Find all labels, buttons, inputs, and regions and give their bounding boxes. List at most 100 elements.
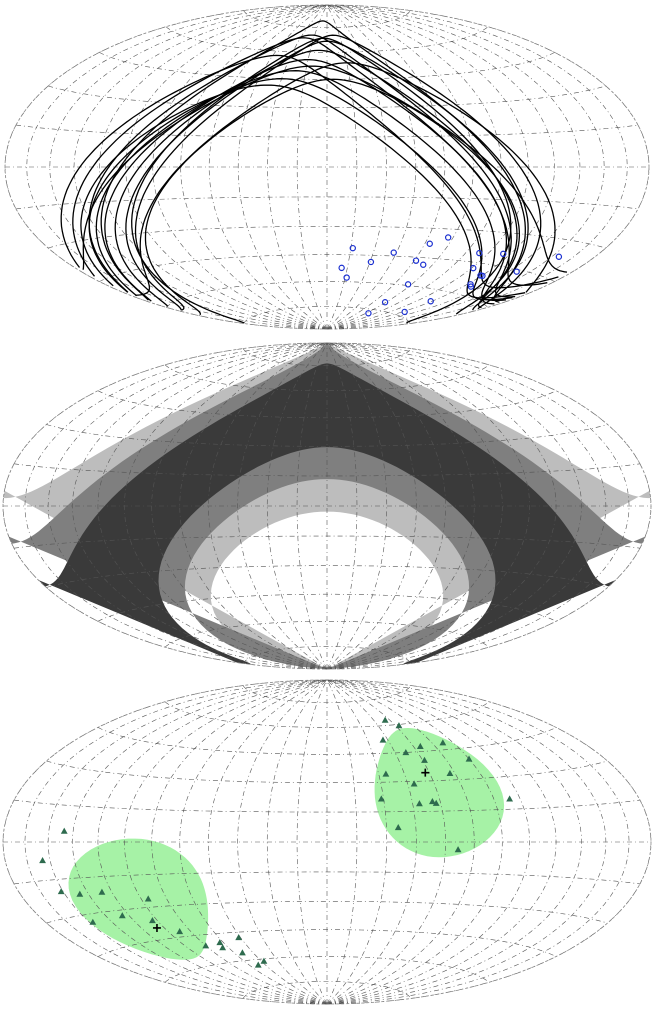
track-curve: [72, 37, 548, 286]
event-marker: [426, 240, 433, 247]
event-markers: [338, 234, 563, 317]
triangle-icon: [260, 957, 268, 964]
parallel-line: [165, 26, 489, 53]
event-marker: [365, 310, 372, 317]
cluster-regions: [68, 728, 505, 960]
event-marker: [343, 274, 350, 281]
map-boundary: [4, 4, 650, 330]
plus-icon: [152, 923, 161, 932]
triangle-icon: [254, 961, 262, 968]
meridian-line: [326, 342, 475, 670]
triangle-icon: [395, 722, 403, 729]
parallel-line: [243, 306, 411, 324]
meridian-line: [47, 679, 328, 1005]
meridian-line: [326, 679, 503, 1005]
event-marker: [467, 283, 475, 290]
meridian-line: [72, 679, 328, 1005]
parallel-line: [15, 124, 639, 138]
parallel-line: [13, 535, 641, 549]
triangle-icon: [202, 942, 210, 949]
cluster-points: [39, 716, 514, 968]
meridian-line: [326, 4, 446, 330]
sky-map-exposure: [2, 342, 652, 670]
triangle-icon: [454, 846, 462, 853]
cluster-region: [374, 728, 505, 858]
meridian-line: [326, 4, 628, 330]
triangle-icon: [432, 799, 440, 806]
event-marker: [513, 268, 520, 275]
track-curve: [80, 84, 526, 299]
parallel-line: [242, 646, 412, 664]
event-marker: [420, 261, 427, 268]
triangle-icon: [381, 716, 389, 723]
track-curve: [100, 20, 526, 303]
triangle-icon: [421, 756, 428, 763]
event-marker: [404, 281, 412, 288]
track-curve: [135, 62, 556, 296]
sky-map-tracks: [4, 4, 650, 330]
meridian-line: [266, 679, 328, 1005]
track-curve: [134, 34, 542, 311]
meridian-line: [326, 4, 529, 330]
event-marker: [470, 264, 477, 272]
meridian-line: [237, 679, 328, 1005]
triangle-icon: [219, 944, 227, 951]
sky-map-clusters: [2, 679, 652, 1005]
triangle-icon: [382, 770, 390, 777]
track-curve: [82, 65, 568, 273]
triangle-icon: [60, 827, 68, 834]
meridian-line: [326, 342, 417, 670]
event-marker: [500, 250, 507, 258]
parallel-line: [164, 621, 490, 648]
parallel-line: [242, 981, 412, 999]
meridian-line: [237, 342, 328, 670]
event-marker: [444, 234, 452, 241]
triangle-icon: [416, 800, 423, 807]
parallel-line: [48, 226, 606, 249]
meridian-line: [326, 679, 446, 1005]
panel-clusters: [0, 676, 655, 1009]
meridian-line: [24, 679, 328, 1005]
track-curve: [95, 70, 507, 302]
cluster-region: [68, 838, 209, 960]
meridian-line: [72, 342, 328, 670]
triangle-icon: [465, 755, 473, 762]
meridian-line: [180, 4, 328, 330]
parallel-line: [164, 364, 490, 391]
track-curve: [114, 49, 518, 309]
parallel-line: [97, 593, 557, 622]
exposure-band: [8, 343, 646, 669]
track-curve: [125, 40, 529, 311]
map-boundary: [2, 342, 652, 670]
event-marker: [476, 249, 483, 257]
parallel-line: [243, 10, 411, 28]
meridian-line: [47, 342, 328, 670]
triangle-icon: [39, 857, 46, 864]
triangle-icon: [176, 927, 184, 935]
triangle-icon: [429, 798, 436, 805]
event-marker: [381, 299, 389, 306]
track-curve: [88, 34, 516, 298]
event-marker: [367, 258, 375, 266]
triangle-icon: [149, 916, 156, 924]
parallel-line: [97, 929, 557, 957]
triangle-icon: [118, 912, 126, 919]
parallel-line: [164, 956, 490, 983]
parallel-line: [13, 871, 641, 885]
meridian-line: [326, 4, 387, 330]
triangle-icon: [216, 938, 224, 946]
exposure-band: [38, 363, 616, 665]
meridian-line: [26, 4, 328, 330]
parallel-line: [242, 685, 412, 703]
coordinate-grid: [2, 679, 652, 1005]
meridian-line: [326, 679, 531, 1005]
meridian-line: [97, 679, 328, 1005]
parallel-line: [48, 85, 606, 108]
event-marker: [401, 308, 408, 316]
parallel-line: [15, 196, 639, 210]
triangle-icon: [379, 736, 387, 743]
coordinate-grid: [2, 342, 652, 670]
event-marker: [467, 281, 474, 288]
parallel-line: [97, 727, 557, 755]
exposure-band: [3, 343, 651, 669]
